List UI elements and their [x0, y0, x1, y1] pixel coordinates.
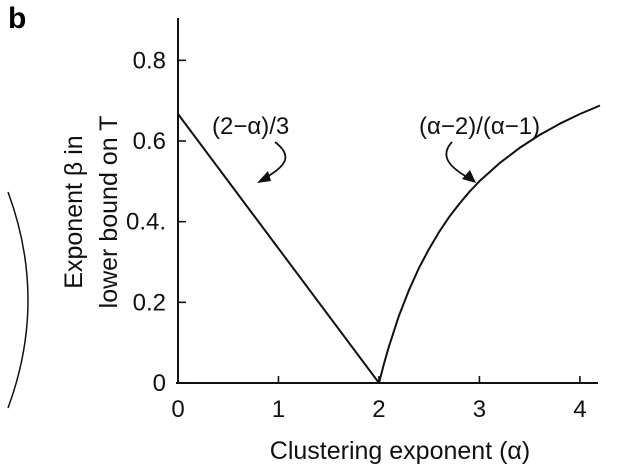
x-axis-label: Clustering exponent (α) — [270, 437, 530, 465]
y-tick-label: 0.2 — [133, 289, 166, 316]
x-tick-label: 2 — [372, 396, 385, 423]
x-tick-label: 1 — [272, 396, 285, 423]
y-tick-label: 0 — [153, 370, 166, 397]
panel-label: b — [8, 2, 26, 35]
annotation-linear: (2−α)/3 — [212, 113, 289, 140]
series-layer — [177, 104, 601, 384]
annotation-curve-arrow — [445, 141, 468, 178]
y-tick-label: 0.8 — [133, 47, 166, 74]
y-ticks: 0 0.2 0.4. 0.6 0.8 — [126, 47, 186, 397]
y-tick-label: 0.4. — [126, 209, 166, 236]
y-axis-label-line1: Exponent β in — [60, 135, 88, 288]
adjacent-panel-arc — [7, 191, 29, 409]
y-axis-label-line2: lower bound on T — [95, 116, 123, 309]
series-linear-line — [177, 113, 380, 384]
y-axis-label: Exponent β in lower bound on T — [60, 116, 123, 309]
x-tick-label: 0 — [171, 396, 184, 423]
annotation-linear-arrowhead — [257, 171, 271, 183]
annotation-linear-arrow — [264, 141, 287, 179]
x-tick-label: 3 — [473, 396, 486, 423]
x-tick-label: 4 — [573, 396, 586, 423]
series-curve-line — [378, 104, 601, 384]
annotation-curve: (α−2)/(α−1) — [419, 113, 540, 140]
y-tick-label: 0.6 — [133, 128, 166, 155]
x-ticks: 0 1 2 3 4 — [171, 376, 587, 423]
annotation-curve-arrowhead — [462, 170, 476, 183]
